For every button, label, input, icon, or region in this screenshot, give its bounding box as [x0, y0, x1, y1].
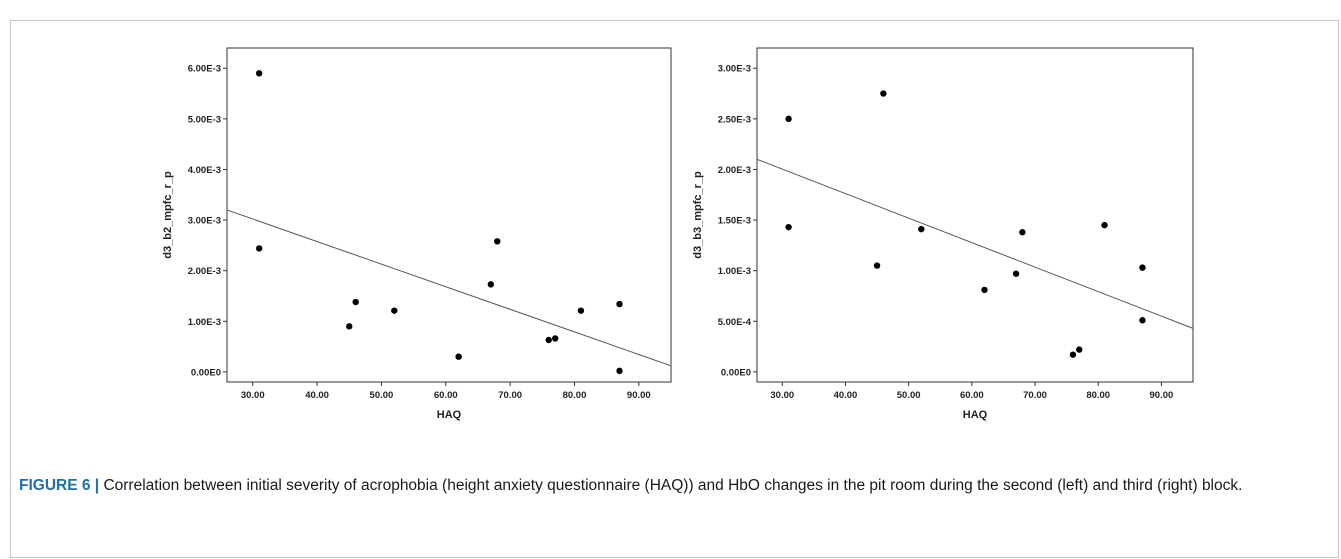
- figure-caption: FIGURE 6 | Correlation between initial s…: [19, 474, 1329, 497]
- y-tick-label: 5.00E-3: [188, 114, 221, 125]
- data-point: [545, 336, 552, 344]
- x-tick-label: 60.00: [434, 390, 458, 401]
- data-point: [918, 225, 925, 233]
- y-tick-label: 2.50E-3: [718, 114, 751, 125]
- data-point: [391, 307, 398, 314]
- data-point: [616, 300, 623, 308]
- figure-label: FIGURE 6 |: [19, 477, 100, 494]
- x-tick-label: 30.00: [241, 390, 265, 401]
- x-tick-label: 70.00: [1023, 390, 1047, 401]
- data-point: [1012, 270, 1020, 277]
- data-point: [981, 286, 988, 294]
- x-tick-label: 70.00: [498, 390, 522, 401]
- data-point: [352, 298, 359, 306]
- scatter-chart-right: 0.00E0 5.00E-4 1.00E-3 1.50E-3 2.00E-3 2.50E-…: [692, 47, 1194, 421]
- data-point: [494, 238, 501, 245]
- data-point: [785, 115, 792, 123]
- x-tick-label: 60.00: [960, 390, 984, 401]
- y-tick-label: 3.00E-3: [718, 64, 751, 75]
- y-tick-label: 2.00E-3: [718, 165, 751, 176]
- x-tick-label: 50.00: [897, 390, 921, 401]
- data-point: [346, 323, 353, 330]
- caption-text: Correlation between initial severity of …: [99, 477, 1243, 494]
- data-point: [1139, 317, 1146, 324]
- fit-line: [756, 158, 1194, 329]
- x-tick-label: 30.00: [770, 390, 794, 401]
- data-point: [551, 335, 559, 342]
- data-point: [487, 281, 495, 288]
- data-point: [1069, 351, 1077, 358]
- data-point: [1101, 221, 1108, 229]
- y-tick-label: 5.00E-4: [718, 317, 752, 328]
- x-axis-title: HAQ: [963, 409, 988, 421]
- y-tick-label: 1.50E-3: [718, 216, 751, 227]
- data-point: [1139, 264, 1146, 271]
- scatter-plot-right: 0.00E0 5.00E-4 1.00E-3 1.50E-3 2.00E-3 2.50E-…: [692, 44, 1205, 434]
- x-tick-label: 50.00: [370, 390, 394, 401]
- data-point: [577, 307, 585, 314]
- y-tick-label: 2.00E-3: [188, 266, 221, 277]
- scatter-plot-left: 0.00E0 1.00E-3 2.00E-3 3.00E-3 4.00E-3 5.00E-…: [125, 44, 685, 434]
- y-tick-label: 3.00E-3: [188, 216, 221, 227]
- plot-area: [756, 47, 1194, 383]
- y-tick-label: 6.00E-3: [188, 64, 221, 75]
- y-tick-label: 1.00E-3: [188, 317, 221, 328]
- y-axis-title: d3_b3_mpfc_r_p: [692, 171, 704, 259]
- data-point: [455, 353, 462, 360]
- x-tick-label: 90.00: [1150, 390, 1174, 401]
- fit-line: [226, 209, 672, 367]
- x-tick-label: 40.00: [305, 390, 329, 401]
- plot-area: [226, 47, 672, 383]
- y-tick-label: 0.00E0: [721, 367, 751, 378]
- data-point: [785, 223, 792, 231]
- data-point: [255, 245, 263, 252]
- y-tick-label: 1.00E-3: [718, 266, 751, 277]
- data-point: [255, 70, 263, 77]
- x-tick-label: 80.00: [1086, 390, 1110, 401]
- data-point: [873, 262, 881, 269]
- y-axis-title: d3_b2_mpfc_r_p: [162, 171, 174, 259]
- y-tick-label: 0.00E0: [191, 367, 221, 378]
- x-tick-label: 40.00: [834, 390, 858, 401]
- x-axis-title: HAQ: [437, 409, 462, 421]
- y-tick-label: 4.00E-3: [188, 165, 221, 176]
- data-point: [880, 90, 887, 97]
- x-tick-label: 80.00: [563, 390, 587, 401]
- data-point: [1076, 346, 1083, 353]
- x-tick-label: 90.00: [627, 390, 651, 401]
- data-point: [616, 367, 623, 375]
- scatter-chart-left: 0.00E0 1.00E-3 2.00E-3 3.00E-3 4.00E-3 5.00E-…: [162, 47, 672, 421]
- data-point: [1019, 229, 1026, 236]
